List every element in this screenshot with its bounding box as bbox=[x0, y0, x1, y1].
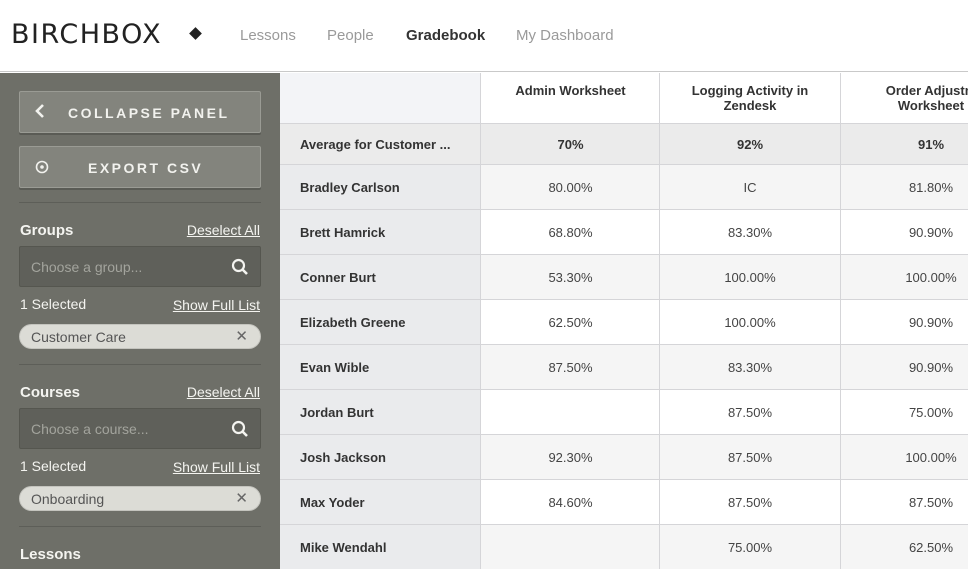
group-selected-pill: Customer Care ✕ bbox=[19, 324, 261, 349]
column-header[interactable]: Logging Activity in Zendesk bbox=[659, 73, 840, 124]
groups-show-full-list-link[interactable]: Show Full List bbox=[172, 297, 260, 313]
sidebar-divider bbox=[19, 526, 261, 527]
grade-cell[interactable]: IC bbox=[659, 165, 840, 210]
lessons-title: Lessons bbox=[20, 546, 81, 563]
sidebar-divider bbox=[19, 364, 261, 365]
grade-cell[interactable]: 90.90% bbox=[840, 300, 968, 345]
student-name[interactable]: Conner Burt bbox=[280, 255, 480, 300]
course-search-placeholder: Choose a course... bbox=[31, 421, 149, 437]
grade-cell[interactable]: 100.00% bbox=[840, 435, 968, 480]
courses-deselect-all-link[interactable]: Deselect All bbox=[186, 384, 260, 400]
groups-title: Groups bbox=[20, 222, 74, 239]
logo-diamond-icon bbox=[189, 27, 202, 40]
search-icon[interactable] bbox=[231, 420, 249, 438]
nav-lessons[interactable]: Lessons bbox=[240, 27, 296, 44]
grade-cell[interactable]: 87.50% bbox=[659, 390, 840, 435]
courses-selected-count: 1 Selected bbox=[20, 458, 87, 474]
filter-sidebar: COLLAPSE PANEL EXPORT CSV Groups Deselec… bbox=[0, 73, 280, 569]
group-pill-label: Customer Care bbox=[31, 329, 126, 345]
grade-cell[interactable]: 53.30% bbox=[480, 255, 660, 300]
grade-cell[interactable]: 75.00% bbox=[659, 525, 840, 569]
grade-cell[interactable]: 75.00% bbox=[840, 390, 968, 435]
column-header[interactable]: Order Adjustm Worksheet bbox=[840, 73, 968, 124]
brand-logo[interactable]: BIRCHBOX bbox=[11, 19, 163, 50]
sidebar-divider bbox=[19, 202, 261, 203]
export-csv-button[interactable]: EXPORT CSV bbox=[19, 146, 261, 188]
gradebook-table: Admin Worksheet Logging Activity in Zende… bbox=[280, 73, 968, 569]
courses-show-full-list-link[interactable]: Show Full List bbox=[172, 459, 260, 475]
grade-cell[interactable]: 84.60% bbox=[480, 480, 660, 525]
grade-cell[interactable]: 100.00% bbox=[659, 300, 840, 345]
groups-deselect-all-link[interactable]: Deselect All bbox=[186, 222, 260, 238]
collapse-panel-button[interactable]: COLLAPSE PANEL bbox=[19, 91, 261, 133]
grade-cell[interactable]: 100.00% bbox=[840, 255, 968, 300]
grade-cell[interactable]: 87.50% bbox=[659, 480, 840, 525]
student-name[interactable]: Jordan Burt bbox=[280, 390, 480, 435]
student-name[interactable]: Elizabeth Greene bbox=[280, 300, 480, 345]
group-search-placeholder: Choose a group... bbox=[31, 259, 143, 275]
student-name[interactable]: Max Yoder bbox=[280, 480, 480, 525]
student-name[interactable]: Bradley Carlson bbox=[280, 165, 480, 210]
column-header[interactable]: Admin Worksheet bbox=[480, 73, 660, 124]
nav-my-dashboard[interactable]: My Dashboard bbox=[516, 27, 614, 44]
student-name[interactable]: Josh Jackson bbox=[280, 435, 480, 480]
course-selected-pill: Onboarding ✕ bbox=[19, 486, 261, 511]
average-value: 91% bbox=[840, 124, 968, 165]
courses-title: Courses bbox=[20, 384, 81, 401]
grade-cell[interactable]: 62.50% bbox=[840, 525, 968, 569]
grade-cell[interactable]: 87.50% bbox=[840, 480, 968, 525]
grade-cell[interactable]: 83.30% bbox=[659, 210, 840, 255]
grade-cell[interactable]: 92.30% bbox=[480, 435, 660, 480]
grade-cell[interactable]: 87.50% bbox=[480, 345, 660, 390]
nav-people[interactable]: People bbox=[327, 27, 374, 44]
groups-selected-count: 1 Selected bbox=[20, 296, 87, 312]
grade-cell[interactable] bbox=[480, 525, 660, 569]
grade-cell[interactable]: 62.50% bbox=[480, 300, 660, 345]
export-csv-label: EXPORT CSV bbox=[88, 160, 204, 176]
group-search-input[interactable]: Choose a group... bbox=[19, 246, 261, 287]
course-pill-label: Onboarding bbox=[31, 491, 105, 507]
export-icon bbox=[35, 160, 49, 177]
average-value: 92% bbox=[659, 124, 840, 165]
average-row-label: Average for Customer ... bbox=[280, 124, 480, 165]
grade-cell[interactable] bbox=[480, 390, 660, 435]
course-search-input[interactable]: Choose a course... bbox=[19, 408, 261, 449]
grade-cell[interactable]: 81.80% bbox=[840, 165, 968, 210]
table-corner bbox=[280, 73, 480, 124]
chevron-left-icon bbox=[35, 103, 45, 122]
grade-cell[interactable]: 87.50% bbox=[659, 435, 840, 480]
grade-cell[interactable]: 90.90% bbox=[840, 210, 968, 255]
grade-cell[interactable]: 90.90% bbox=[840, 345, 968, 390]
top-header: BIRCHBOX Lessons People Gradebook My Das… bbox=[0, 0, 968, 72]
student-name[interactable]: Brett Hamrick bbox=[280, 210, 480, 255]
grade-cell[interactable]: 83.30% bbox=[659, 345, 840, 390]
grade-cell[interactable]: 80.00% bbox=[480, 165, 660, 210]
search-icon[interactable] bbox=[231, 258, 249, 276]
average-value: 70% bbox=[480, 124, 660, 165]
grade-cell[interactable]: 100.00% bbox=[659, 255, 840, 300]
close-icon[interactable]: ✕ bbox=[235, 328, 248, 345]
nav-gradebook[interactable]: Gradebook bbox=[406, 27, 486, 44]
student-name[interactable]: Mike Wendahl bbox=[280, 525, 480, 569]
close-icon[interactable]: ✕ bbox=[235, 490, 248, 507]
student-name[interactable]: Evan Wible bbox=[280, 345, 480, 390]
collapse-panel-label: COLLAPSE PANEL bbox=[68, 105, 230, 121]
grade-cell[interactable]: 68.80% bbox=[480, 210, 660, 255]
